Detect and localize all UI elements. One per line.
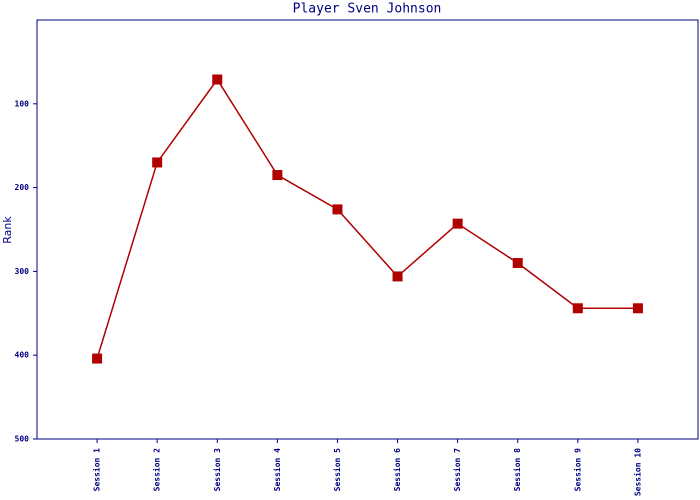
x-tick-label: Session 4 (272, 448, 282, 492)
data-point (212, 74, 223, 85)
x-tick-label: Session 1 (92, 448, 102, 492)
y-tick-label: 200 (15, 183, 30, 192)
data-point (452, 218, 463, 229)
x-tick-label: Session 10 (632, 448, 642, 496)
data-line (96, 78, 638, 359)
data-point (572, 303, 583, 314)
data-point (152, 157, 163, 168)
data-point (92, 353, 103, 364)
data-point (392, 271, 403, 282)
data-point (332, 204, 343, 215)
y-tick-label: 500 (15, 435, 30, 444)
x-tick-label: Session 7 (452, 448, 462, 492)
x-tick-label: Session 9 (572, 448, 582, 492)
y-axis-label: Rank (1, 216, 14, 244)
x-tick-label: Session 2 (152, 448, 162, 492)
y-tick-label: 300 (15, 267, 30, 276)
chart-title: Player Sven Johnson (293, 2, 442, 17)
plot-frame (36, 19, 699, 440)
x-tick-label: Session 5 (332, 448, 342, 492)
y-tick-label: 100 (15, 99, 30, 108)
data-point (512, 258, 523, 269)
x-tick-label: Session 8 (512, 448, 522, 492)
x-tick-label: Session 3 (212, 448, 222, 492)
data-point (272, 170, 283, 181)
data-point (632, 303, 643, 314)
y-tick-label: 400 (15, 351, 30, 360)
x-tick-label: Session 6 (392, 448, 402, 492)
